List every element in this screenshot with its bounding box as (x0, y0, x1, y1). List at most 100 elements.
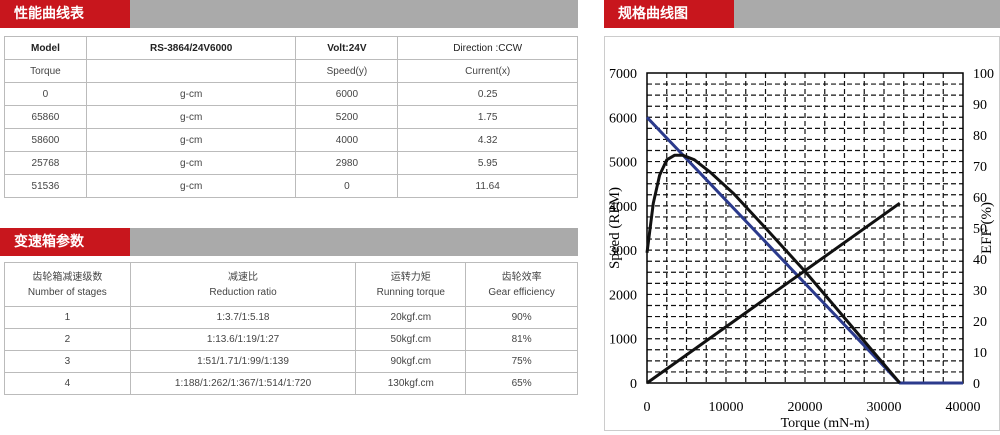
table-cell: 4.32 (397, 128, 578, 152)
performance-title: 性能曲线表 (0, 0, 130, 28)
table-cell: 1:3.7/1:5.18 (129, 306, 357, 329)
y-left-tick-label: 4000 (609, 200, 637, 215)
y-right-tick-label: 10 (973, 346, 987, 361)
table-cell: 1 (4, 306, 131, 329)
table-row: 51536 g-cm 0 11.64 (4, 174, 578, 198)
table-cell: 0 (295, 174, 399, 198)
gearbox-table: 齿轮箱减速级数 Number of stages 减速比 Reduction rat… (4, 262, 578, 395)
x-tick-label: 40000 (946, 400, 981, 415)
table-cell: 2 (4, 328, 131, 351)
header-cell: Volt:24V (295, 36, 399, 60)
table-cell: g-cm (85, 151, 297, 175)
x-axis-label: Torque (mN-m) (781, 416, 870, 430)
table-cell: 130kgf.cm (355, 372, 467, 395)
table-cell: 11.64 (397, 174, 578, 198)
y-right-axis-label: EFF (%) (979, 202, 995, 254)
y-left-tick-label: 7000 (609, 67, 637, 82)
y-left-axis-label: Speed (RPM) (607, 187, 623, 269)
y-left-tick-label: 5000 (609, 156, 637, 171)
header-cell: RS-3864/24V6000 (85, 36, 297, 60)
performance-header: 性能曲线表 (0, 0, 578, 28)
y-right-tick-label: 30 (973, 284, 987, 299)
y-right-tick-label: 90 (973, 98, 987, 113)
header-en: Running torque (376, 286, 445, 298)
table-cell: 51536 (4, 174, 87, 198)
table-subheader-row: Torque Speed(y) Current(x) (4, 59, 578, 83)
table-header-row: 齿轮箱减速级数 Number of stages 减速比 Reduction rat… (4, 262, 578, 307)
table-cell: 65% (465, 372, 578, 395)
x-tick-label: 10000 (709, 400, 744, 415)
table-cell: g-cm (85, 174, 297, 198)
curve-title: 规格曲线图 (604, 0, 734, 28)
y-right-tick-label: 70 (973, 160, 987, 175)
table-cell: 4 (4, 372, 131, 395)
table-cell: 50kgf.cm (355, 328, 467, 351)
x-tick-label: 20000 (788, 400, 823, 415)
table-row: 3 1:51/1.71/1:99/1:139 90kgf.cm 75% (4, 350, 578, 373)
header-cell: 减速比 Reduction ratio (129, 262, 357, 307)
header-cn: 减速比 (228, 271, 259, 283)
table-row: 1 1:3.7/1:5.18 20kgf.cm 90% (4, 306, 578, 329)
motor-curve-chart: 0 10000 20000 30000 400000100020003000400050… (607, 67, 995, 431)
y-right-tick-label: 0 (973, 377, 980, 392)
y-right-tick-label: 60 (973, 191, 987, 206)
table-cell: 0 (4, 82, 87, 106)
table-header-row: Model RS-3864/24V6000 Volt:24V Direction… (4, 36, 578, 60)
table-cell: 3 (4, 350, 131, 373)
table-row: 65860 g-cm 5200 1.75 (4, 105, 578, 129)
table-cell: 1:188/1:262/1:367/1:514/1:720 (129, 372, 357, 395)
header-en: Reduction ratio (209, 286, 277, 298)
table-cell: 81% (465, 328, 578, 351)
y-left-tick-label: 3000 (609, 244, 637, 259)
header-cell: Model (4, 36, 87, 60)
table-cell: 20kgf.cm (355, 306, 467, 329)
header-en: Gear efficiency (488, 286, 555, 298)
y-left-tick-label: 2000 (609, 288, 637, 303)
x-tick-label: 30000 (867, 400, 902, 415)
gearbox-title: 变速箱参数 (0, 228, 130, 256)
y-left-tick-label: 1000 (609, 333, 637, 348)
header-cell: 齿轮效率 Gear efficiency (465, 262, 578, 307)
table-row: 25768 g-cm 2980 5.95 (4, 151, 578, 175)
y-right-tick-label: 40 (973, 253, 987, 268)
table-row: 2 1:13.6/1:19/1:27 50kgf.cm 81% (4, 328, 578, 351)
table-row: 4 1:188/1:262/1:367/1:514/1:720 130kgf.c… (4, 372, 578, 395)
table-cell: 65860 (4, 105, 87, 129)
table-cell: 2980 (295, 151, 399, 175)
plot-frame (646, 72, 964, 384)
table-cell: g-cm (85, 82, 297, 106)
table-cell: 58600 (4, 128, 87, 152)
table-cell: 1:51/1.71/1:99/1:139 (129, 350, 357, 373)
table-cell: 75% (465, 350, 578, 373)
header-cn: 齿轮效率 (501, 271, 542, 283)
table-cell: 5.95 (397, 151, 578, 175)
curve-header: 规格曲线图 (604, 0, 1000, 28)
header-cell: Direction :CCW (397, 36, 578, 60)
header-cell (85, 59, 297, 83)
header-cell: 运转力矩 Running torque (355, 262, 467, 307)
header-cell: Speed(y) (295, 59, 399, 83)
y-left-tick-label: 0 (630, 377, 637, 392)
chart-frame: 0 10000 20000 30000 40000 0 1000 2000 3000 4000 50… (604, 36, 1000, 431)
table-cell: 90% (465, 306, 578, 329)
table-cell: g-cm (85, 128, 297, 152)
gearbox-header: 变速箱参数 (0, 228, 578, 256)
y-left-tick-label: 6000 (609, 111, 637, 126)
header-cell: Current(x) (397, 59, 578, 83)
y-right-tick-label: 50 (973, 222, 987, 237)
y-right-tick-label: 20 (973, 315, 987, 330)
table-cell: 25768 (4, 151, 87, 175)
y-right-tick-label: 100 (973, 67, 994, 82)
header-cn: 运转力矩 (390, 271, 431, 283)
table-cell: 1:13.6/1:19/1:27 (129, 328, 357, 351)
table-cell: 4000 (295, 128, 399, 152)
table-row: 0 g-cm 6000 0.25 (4, 82, 578, 106)
performance-table: Model RS-3864/24V6000 Volt:24V Direction… (4, 36, 578, 198)
header-cell: Torque (4, 59, 87, 83)
header-cn: 齿轮箱减速级数 (32, 271, 103, 283)
x-tick-label: 0 (644, 400, 651, 415)
table-cell: 0.25 (397, 82, 578, 106)
table-cell: 90kgf.cm (355, 350, 467, 373)
y-right-tick-label: 80 (973, 129, 987, 144)
table-cell: 6000 (295, 82, 399, 106)
